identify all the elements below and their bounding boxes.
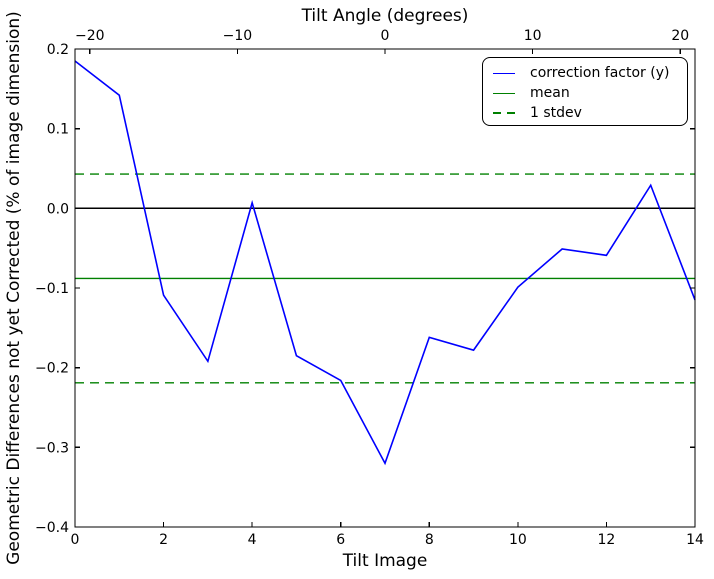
legend-line-sample-correction-factor xyxy=(493,72,515,74)
y-tick-label: −0.4 xyxy=(35,520,69,536)
legend-row: mean xyxy=(493,83,687,103)
y-tick-label: 0.1 xyxy=(47,122,69,138)
y-tick-label: 0.2 xyxy=(47,42,69,58)
top-tick-label: 0 xyxy=(381,28,390,44)
top-tick-label: −10 xyxy=(223,28,253,44)
y-tick-label: −0.2 xyxy=(35,361,69,377)
top-axis-label: Tilt Angle (degrees) xyxy=(301,6,469,26)
y-tick-label: −0.3 xyxy=(35,440,69,456)
legend-line-sample-mean xyxy=(493,92,515,94)
x-tick-label: 2 xyxy=(159,532,168,548)
legend-line-sample-stdev xyxy=(493,112,515,114)
x-tick-label: 4 xyxy=(248,532,257,548)
legend-row: correction factor (y) xyxy=(493,63,687,83)
x-tick-label: 12 xyxy=(598,532,616,548)
top-tick-label: 10 xyxy=(524,28,542,44)
x-axis-label: Tilt Image xyxy=(342,551,428,571)
y-tick-label: 0.0 xyxy=(47,201,69,217)
legend-row: 1 stdev xyxy=(493,103,687,123)
x-tick-label: 8 xyxy=(425,532,434,548)
top-tick-label: −20 xyxy=(75,28,105,44)
x-tick-label: 0 xyxy=(71,532,80,548)
series-line-correction-factor xyxy=(74,60,696,466)
legend: correction factor (y) mean 1 stdev xyxy=(482,57,688,126)
x-tick-label: 14 xyxy=(686,532,704,548)
legend-label: 1 stdev xyxy=(530,105,582,121)
y-tick-label: −0.1 xyxy=(35,281,69,297)
y-axis-label: Geometric Differences not yet Corrected … xyxy=(4,11,24,565)
plot-layer: 0 2 4 6 8 10 12 14 −20 −10 0 10 20 0.2 0.1 0.0 −0.1 −0.2 −… xyxy=(35,28,704,548)
legend-label: correction factor (y) xyxy=(530,65,670,81)
top-tick-label: 20 xyxy=(671,28,689,44)
legend-label: mean xyxy=(530,85,570,101)
x-tick-label: 6 xyxy=(336,532,345,548)
plot-frame xyxy=(74,48,696,528)
x-tick-label: 10 xyxy=(509,532,527,548)
